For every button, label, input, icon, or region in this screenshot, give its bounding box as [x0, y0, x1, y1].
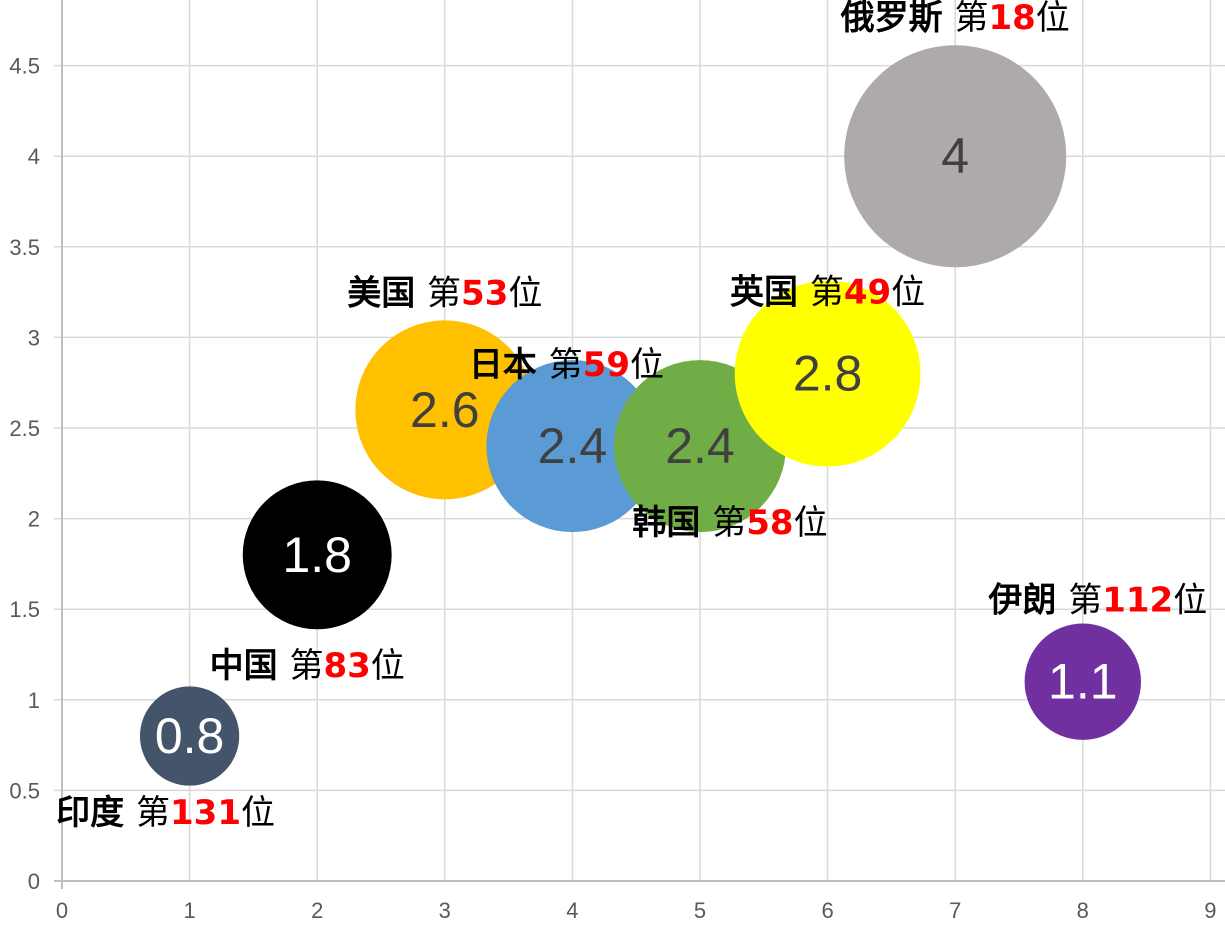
bubble — [844, 45, 1067, 268]
country-name: 俄罗斯 — [840, 0, 955, 38]
bubble-value-label: 1.8 — [282, 527, 352, 583]
bubble-country-label: 俄罗斯 第18位 — [840, 0, 1070, 38]
x-tick-label: 6 — [821, 898, 833, 923]
rank-suffix: 位 — [371, 646, 405, 686]
x-tick-label: 3 — [439, 898, 451, 923]
rank-suffix: 位 — [508, 273, 542, 313]
y-tick-label: 4.5 — [9, 54, 40, 79]
rank-prefix: 第 — [712, 503, 746, 543]
rank-number: 59 — [583, 345, 630, 385]
rank-prefix: 第 — [810, 273, 844, 313]
rank-prefix: 第 — [1068, 581, 1102, 621]
rank-suffix: 位 — [630, 345, 664, 385]
rank-prefix: 第 — [427, 273, 461, 313]
bubble — [1024, 623, 1142, 740]
bubble-country-label: 英国 第49位 — [730, 273, 925, 313]
bubble-country-label: 中国 第83位 — [210, 646, 405, 686]
rank-number: 58 — [746, 503, 793, 543]
rank-prefix: 第 — [549, 345, 583, 385]
x-tick-label: 8 — [1077, 898, 1089, 923]
bubble-value-label: 0.8 — [155, 708, 225, 764]
bubble-country-label: 日本 第59位 — [469, 345, 664, 385]
x-tick-label: 7 — [949, 898, 961, 923]
rank-number: 83 — [323, 646, 370, 686]
y-tick-label: 3 — [28, 325, 40, 350]
bubble-value-label: 2.4 — [538, 418, 608, 474]
rank-prefix: 第 — [954, 0, 988, 38]
y-tick-label: 1.5 — [9, 597, 40, 622]
bubble-country-label: 韩国 第58位 — [632, 503, 827, 543]
country-name: 印度 — [56, 793, 136, 833]
country-name: 伊朗 — [987, 581, 1068, 621]
rank-number: 53 — [461, 273, 508, 313]
rank-suffix: 位 — [1036, 0, 1070, 38]
tick-layer: 0 1 2 3 4 5 6 7 8 9 0 0.5 1 1.5 2 2.5 3 3.5 4 4.5 — [9, 54, 1216, 923]
bubble-value-label: 4 — [941, 128, 969, 184]
bubble-country-label: 印度 第131位 — [56, 793, 275, 833]
country-name: 美国 — [347, 273, 427, 313]
country-name: 韩国 — [632, 503, 712, 543]
rank-suffix: 位 — [241, 793, 275, 833]
country-name: 英国 — [730, 273, 810, 313]
rank-number: 49 — [844, 273, 891, 313]
rank-suffix: 位 — [1173, 581, 1207, 621]
bubble — [139, 686, 240, 786]
bubble-value-label: 2.6 — [410, 382, 480, 438]
y-tick-label: 4 — [28, 144, 40, 169]
bubble — [734, 280, 921, 467]
rank-prefix: 第 — [136, 793, 170, 833]
y-tick-label: 2.5 — [9, 416, 40, 441]
rank-number: 131 — [170, 793, 241, 833]
bubble-country-label: 美国 第53位 — [347, 273, 542, 313]
x-tick-label: 5 — [694, 898, 706, 923]
country-name: 日本 — [469, 345, 549, 385]
rank-number: 112 — [1102, 581, 1173, 621]
rank-suffix: 位 — [794, 503, 828, 543]
bubble-country-label: 伊朗 第112位 — [987, 581, 1207, 621]
bubble — [242, 480, 392, 630]
y-tick-label: 0 — [28, 869, 40, 894]
bubble — [486, 360, 659, 533]
y-tick-label: 2 — [28, 507, 40, 532]
x-tick-label: 9 — [1204, 898, 1216, 923]
country-name: 中国 — [210, 646, 290, 686]
bubble-layer: 0.8 1.8 2.6 2.4 2.4 2.8 4 1.1 — [139, 45, 1142, 786]
x-tick-label: 1 — [183, 898, 195, 923]
y-tick-label: 1 — [28, 688, 40, 713]
bubble-value-label: 1.1 — [1048, 654, 1118, 710]
rank-suffix: 位 — [891, 273, 925, 313]
x-tick-label: 2 — [311, 898, 323, 923]
x-tick-label: 0 — [56, 898, 68, 923]
rank-prefix: 第 — [289, 646, 323, 686]
rank-number: 18 — [988, 0, 1035, 38]
x-tick-label: 4 — [566, 898, 578, 923]
bubble-value-label: 2.8 — [793, 346, 863, 402]
bubble-value-label: 2.4 — [665, 418, 735, 474]
y-tick-label: 0.5 — [9, 778, 40, 803]
y-tick-label: 3.5 — [9, 235, 40, 260]
